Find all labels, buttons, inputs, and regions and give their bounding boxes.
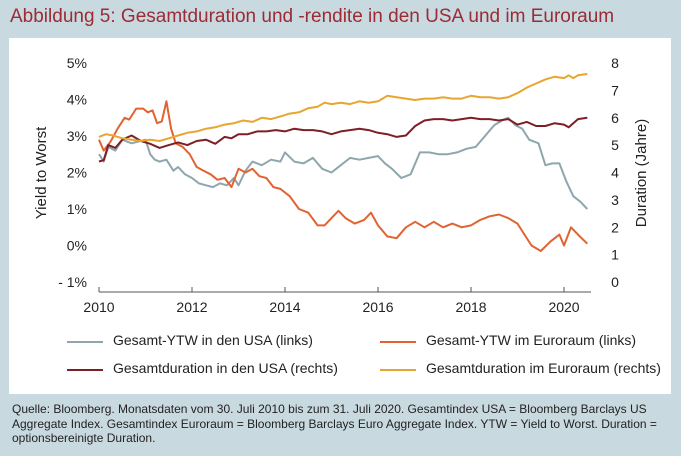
footnote: Quelle: Bloomberg. Monatsdaten vom 30. J… <box>12 402 657 445</box>
y-tick-label: 3% <box>67 128 87 144</box>
y2-tick-label: 6 <box>611 110 619 126</box>
y2-tick-label: 5 <box>611 137 619 153</box>
y-tick-label: 5% <box>67 55 87 71</box>
legend-label: Gesamt-YTW in den USA (links) <box>113 332 313 348</box>
y2-tick-label: 7 <box>611 82 619 98</box>
y-axis-title: Yield to Worst <box>33 126 50 219</box>
y2-tick-label: 4 <box>611 165 619 181</box>
legend-swatch <box>67 341 103 343</box>
series-line-3 <box>98 116 588 163</box>
y-tick-label: 1% <box>67 201 87 217</box>
legend-swatch <box>380 369 416 371</box>
series-line-4 <box>98 73 588 142</box>
y2-tick-label: 0 <box>611 274 619 290</box>
y-tick-label: 4% <box>67 92 87 108</box>
x-tick-label: 2010 <box>83 299 114 315</box>
y-tick-label: 2% <box>67 165 87 181</box>
legend-label: Gesamt-YTW im Euroraum (links) <box>426 332 637 348</box>
y2-tick-label: 2 <box>611 219 619 235</box>
figure-title: Abbildung 5: Gesamtduration und -rendite… <box>10 6 615 27</box>
x-tick-label: 2020 <box>548 299 579 315</box>
y2-tick-label: 3 <box>611 192 619 208</box>
series-line-2 <box>98 100 588 252</box>
x-tick-label: 2018 <box>455 299 486 315</box>
legend-swatch <box>67 369 103 371</box>
chart-panel: 2010 2012 2014 2016 2018 2020- 1% 0% 1% 2% 3% 4% 5%… <box>9 38 671 394</box>
y2-tick-label: 1 <box>611 247 619 263</box>
legend-label: Gesamtduration im Euroraum (rechts) <box>426 360 661 376</box>
y2-axis-title: Duration (Jahre) <box>633 119 650 227</box>
y-tick-label: 0% <box>67 238 87 254</box>
x-tick-label: 2016 <box>362 299 393 315</box>
x-tick-label: 2014 <box>269 299 300 315</box>
line-chart: 2010 2012 2014 2016 2018 2020- 1%0%1%2%3%4%5%… <box>33 55 650 315</box>
x-tick-label: 2012 <box>176 299 207 315</box>
y-tick-label: - 1% <box>58 274 87 290</box>
legend-swatch <box>380 341 416 343</box>
y2-tick-label: 8 <box>611 55 619 71</box>
legend-label: Gesamtduration in den USA (rechts) <box>113 360 338 376</box>
